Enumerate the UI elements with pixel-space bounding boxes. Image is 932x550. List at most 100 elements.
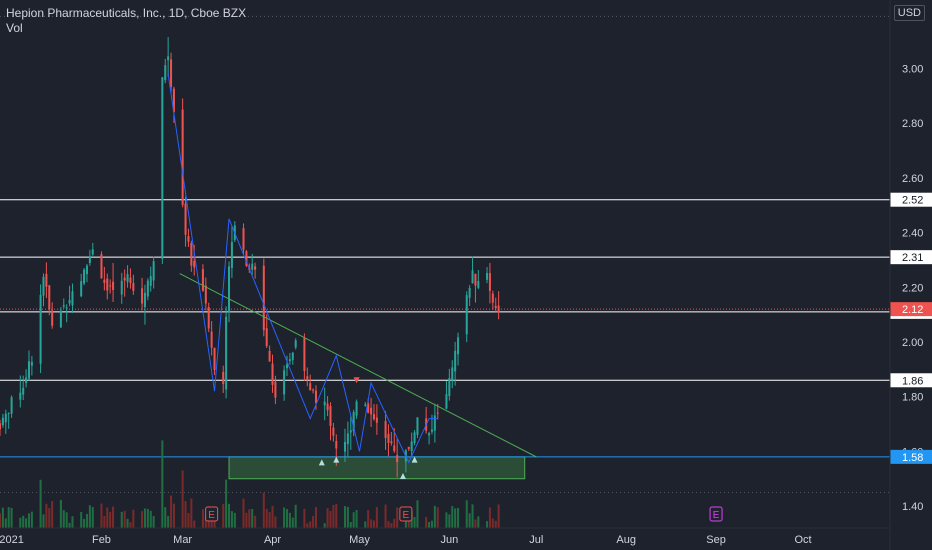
x-tick-label: Sep [706, 534, 726, 546]
volume-bar [309, 521, 312, 528]
volume-bar [491, 518, 494, 528]
candle-body [312, 389, 315, 391]
volume-bar [85, 513, 88, 528]
level-label-bg [890, 449, 932, 464]
volume-bar [254, 515, 257, 528]
volume-bar [291, 517, 294, 528]
candle-body [45, 273, 48, 287]
candle-body [193, 260, 196, 268]
volume-bar [48, 508, 51, 528]
volume-bar [167, 515, 170, 528]
volume-bar [367, 510, 370, 528]
volume-bar [164, 507, 167, 528]
volume-bar [71, 516, 74, 528]
volume-bar [27, 513, 31, 528]
volume-bar [375, 507, 378, 528]
candle-body [384, 421, 387, 439]
y-tick-label: 3.00 [902, 63, 923, 75]
level-label-text: 1.58 [902, 452, 923, 464]
candle-body [170, 59, 173, 88]
volume-bar [303, 508, 306, 528]
candle-body [396, 454, 399, 463]
candle-body [436, 412, 439, 414]
volume-bar [172, 503, 175, 528]
x-tick-label: Oct [794, 534, 811, 546]
candle-body [42, 276, 45, 296]
volume-bar [433, 505, 436, 528]
volume-bar [51, 501, 54, 528]
candle-body [329, 405, 332, 426]
candle-body [91, 249, 94, 255]
candle-body [349, 430, 352, 433]
volume-bar [271, 505, 274, 528]
candle-body [187, 236, 190, 242]
candle-body [465, 295, 468, 335]
candle-body [486, 272, 489, 280]
volume-bar [65, 512, 68, 528]
candle-body [451, 367, 454, 381]
candle-body [161, 77, 164, 259]
level-price-label: 1.86 [890, 373, 932, 388]
volume-bar [396, 507, 399, 528]
candle-body [274, 381, 277, 398]
symbol-title: Hepion Pharmaceuticals, Inc., 1D, Cboe B… [6, 6, 247, 20]
volume-bar [425, 516, 428, 528]
candle-body [126, 274, 129, 282]
candle-body [80, 281, 83, 297]
candle-body [457, 337, 460, 355]
candle-body [230, 242, 233, 268]
candle-body [0, 423, 2, 430]
x-tick-label: Feb [92, 534, 111, 546]
candle-body [210, 331, 213, 348]
candle-body [225, 316, 228, 390]
candle-body [471, 270, 474, 284]
volume-bar [112, 506, 115, 528]
volume-bar [268, 512, 271, 528]
candle-body [213, 347, 216, 370]
volume-bar [265, 508, 268, 528]
candle-body [39, 294, 42, 364]
volume-bar [294, 504, 297, 528]
candle-body [22, 387, 25, 395]
candle-body [314, 390, 318, 404]
level-price-label: 1.58 [890, 449, 932, 464]
level-label-text: 2.52 [902, 195, 923, 207]
candle-body [132, 282, 135, 291]
volume-bar [228, 503, 231, 528]
candle-body [367, 403, 370, 413]
volume-bar [88, 505, 91, 528]
candle-body [448, 378, 451, 396]
volume-bar [274, 516, 277, 528]
volume-bar [390, 523, 393, 528]
volume-bar [335, 504, 338, 528]
candle-body [309, 383, 312, 391]
volume-bar [39, 479, 42, 528]
y-tick-label: 2.60 [902, 173, 923, 185]
volume-bar [445, 512, 448, 528]
volume-bar [393, 518, 396, 528]
candle-body [59, 310, 62, 328]
volume-bar [454, 508, 457, 528]
x-tick-label: May [349, 534, 370, 546]
volume-bar [181, 470, 184, 528]
volume-bar [474, 519, 477, 528]
candle-body [254, 266, 257, 270]
volume-bar [141, 511, 144, 528]
volume-bar [288, 512, 291, 528]
volume-bar [193, 520, 196, 528]
candle-body [407, 446, 410, 450]
price-axis [890, 0, 932, 550]
earnings-marker [205, 506, 219, 522]
candle-body [245, 251, 248, 266]
volume-bar [314, 507, 318, 528]
candle-body [120, 280, 123, 295]
level-label-text: 1.86 [902, 375, 923, 387]
candle-body [181, 109, 184, 205]
candle-body [222, 372, 225, 384]
currency-badge[interactable]: USD [893, 5, 925, 21]
volume-bar [59, 499, 62, 528]
candle-body [268, 350, 271, 362]
candle-body [190, 243, 193, 266]
